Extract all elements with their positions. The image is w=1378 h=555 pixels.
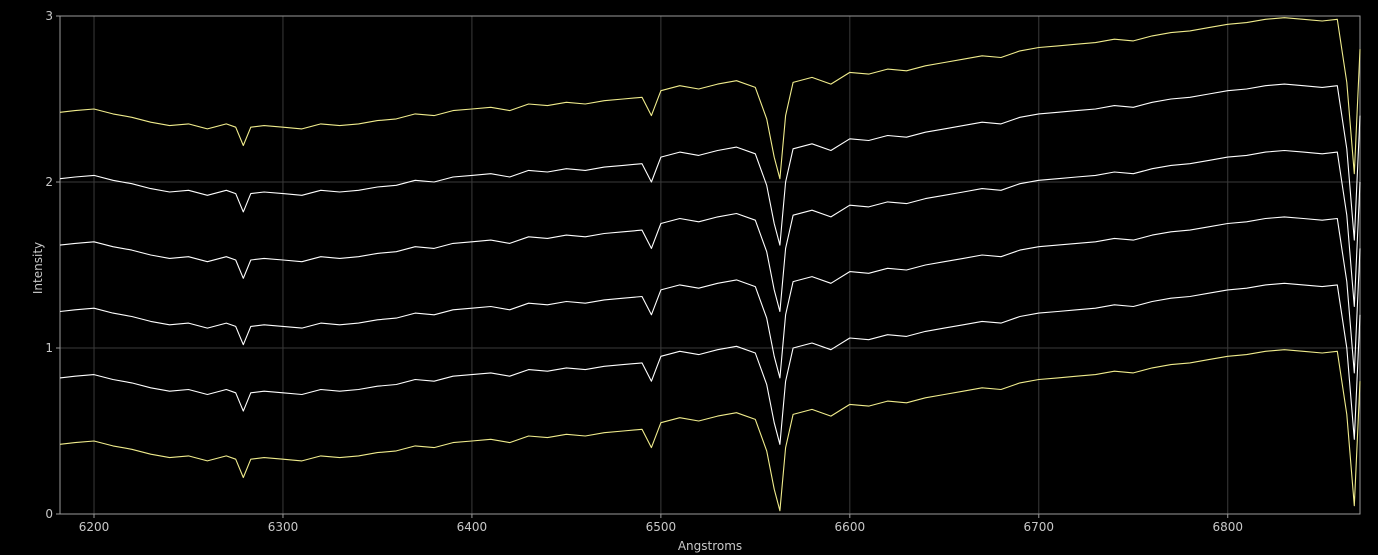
y-tick-label: 3 xyxy=(45,9,53,23)
y-tick-label: 2 xyxy=(45,175,53,189)
x-tick-label: 6500 xyxy=(646,520,677,534)
y-tick-label: 1 xyxy=(45,341,53,355)
x-tick-label: 6300 xyxy=(268,520,299,534)
y-tick-label: 0 xyxy=(45,507,53,521)
spectrum-line xyxy=(59,17,1361,180)
x-axis-title: Angstroms xyxy=(678,539,742,553)
x-tick-label: 6800 xyxy=(1212,520,1243,534)
spectrum-line xyxy=(59,83,1361,246)
y-axis-title: Intensity xyxy=(31,242,45,294)
spectrum-line xyxy=(59,282,1361,445)
x-tick-label: 6700 xyxy=(1024,520,1055,534)
tick-labels: 6200 6300 6400 6500 6600 6700 6800 0 1 2 3 xyxy=(45,9,1243,534)
x-tick-label: 6200 xyxy=(79,520,110,534)
spectrum-line xyxy=(59,216,1361,379)
spectrum-line xyxy=(59,349,1361,512)
series-layer xyxy=(59,17,1361,512)
spectrum-line xyxy=(59,149,1361,313)
x-tick-label: 6600 xyxy=(835,520,866,534)
x-tick-label: 6400 xyxy=(457,520,488,534)
plot-frame xyxy=(59,15,1361,515)
